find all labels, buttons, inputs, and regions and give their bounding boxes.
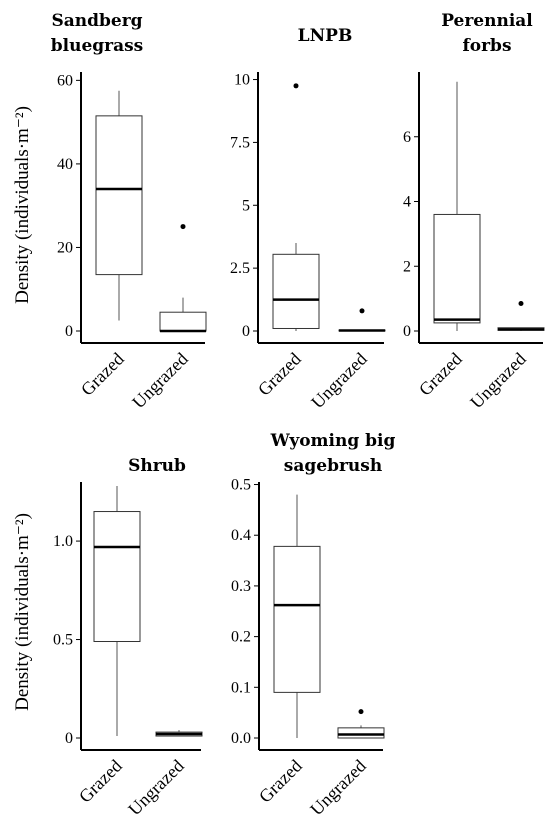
y-axis-label: Density (individuals·m⁻²)	[12, 513, 33, 711]
box-ungrazed	[338, 308, 386, 332]
y-axis-label: Density (individuals·m⁻²)	[12, 106, 33, 304]
box-ungrazed	[497, 300, 545, 331]
y-tick-label: 7.5	[230, 134, 250, 151]
y-tick-label: 6	[403, 129, 411, 146]
y-tick-label: 5	[242, 197, 250, 214]
y-tick-label: 0.1	[231, 679, 251, 696]
chart-title: LNPB	[298, 26, 353, 46]
box-ungrazed	[337, 709, 385, 739]
outlier-point	[293, 83, 299, 89]
y-tick-label: 0.4	[231, 527, 251, 544]
x-category-label: Grazed	[77, 349, 128, 400]
outlier-point	[358, 709, 364, 715]
outlier-point	[518, 300, 524, 306]
y-tick-label: 0.2	[231, 629, 251, 646]
x-category-label: Grazed	[254, 349, 305, 400]
panel-3: Perennial forbs 0 2 4 6 Grazed Ungrazed	[403, 11, 545, 413]
y-tick-label: 40	[57, 156, 73, 173]
box-grazed	[93, 485, 141, 737]
y-tick-label: 10	[234, 72, 250, 89]
box-grazed	[433, 81, 481, 331]
x-category-label: Ungrazed	[307, 349, 371, 413]
box-iqr	[272, 253, 320, 329]
x-category-label: Grazed	[415, 349, 466, 400]
chart-title: Shrub	[128, 456, 186, 476]
x-category-label: Grazed	[255, 756, 306, 807]
x-category-label: Ungrazed	[466, 349, 530, 413]
box-iqr	[93, 511, 141, 643]
box-grazed	[95, 90, 143, 321]
panel-4: Shrub 0 0.5 1.0 Density (individuals·m⁻²) Gra…	[12, 456, 203, 820]
chart-title: Wyoming big	[270, 431, 396, 451]
chart-title: Perennial	[441, 11, 533, 31]
box-ungrazed	[159, 224, 207, 333]
x-category-label: Ungrazed	[128, 349, 192, 413]
y-tick-label: 0	[242, 323, 250, 340]
y-tick-label: 0	[65, 323, 73, 340]
outlier-point	[180, 224, 186, 230]
x-category-label: Ungrazed	[124, 756, 188, 820]
y-tick-label: 4	[403, 194, 411, 211]
box-iqr	[337, 727, 385, 739]
box-grazed	[273, 494, 321, 738]
box-grazed	[272, 83, 320, 331]
chart-title: sagebrush	[284, 456, 382, 476]
box-iqr	[95, 115, 143, 276]
panel-2: LNPB 0 2.5 5 7.5 10 Grazed Ungrazed	[230, 26, 386, 413]
y-tick-label: 0.3	[231, 578, 251, 595]
y-tick-label: 0	[65, 730, 73, 747]
box-iqr	[273, 545, 321, 693]
x-category-label: Ungrazed	[306, 756, 370, 820]
y-tick-label: 20	[57, 239, 73, 256]
box-iqr	[433, 213, 481, 324]
y-tick-label: 0	[403, 323, 411, 340]
y-tick-label: 1.0	[53, 533, 73, 550]
chart-title: bluegrass	[51, 36, 144, 56]
chart-title: Sandberg	[51, 11, 142, 31]
y-tick-label: 60	[57, 72, 73, 89]
box-iqr	[159, 311, 207, 332]
panel-1: Sandberg bluegrass 0 20 40 60 Density (individ…	[12, 11, 207, 413]
box-ungrazed	[155, 730, 203, 737]
chart-title: forbs	[462, 36, 511, 56]
y-tick-label: 2.5	[230, 260, 250, 277]
y-tick-label: 0.5	[53, 632, 73, 649]
outlier-point	[359, 308, 365, 314]
y-tick-label: 0.0	[231, 730, 251, 747]
y-tick-label: 2	[403, 258, 411, 275]
panel-5: Wyoming big sagebrush 0.0 0.1 0.2 0.3 0.4 0.5 Gr…	[231, 431, 396, 819]
y-tick-label: 0.5	[231, 477, 251, 494]
x-category-label: Grazed	[75, 756, 126, 807]
